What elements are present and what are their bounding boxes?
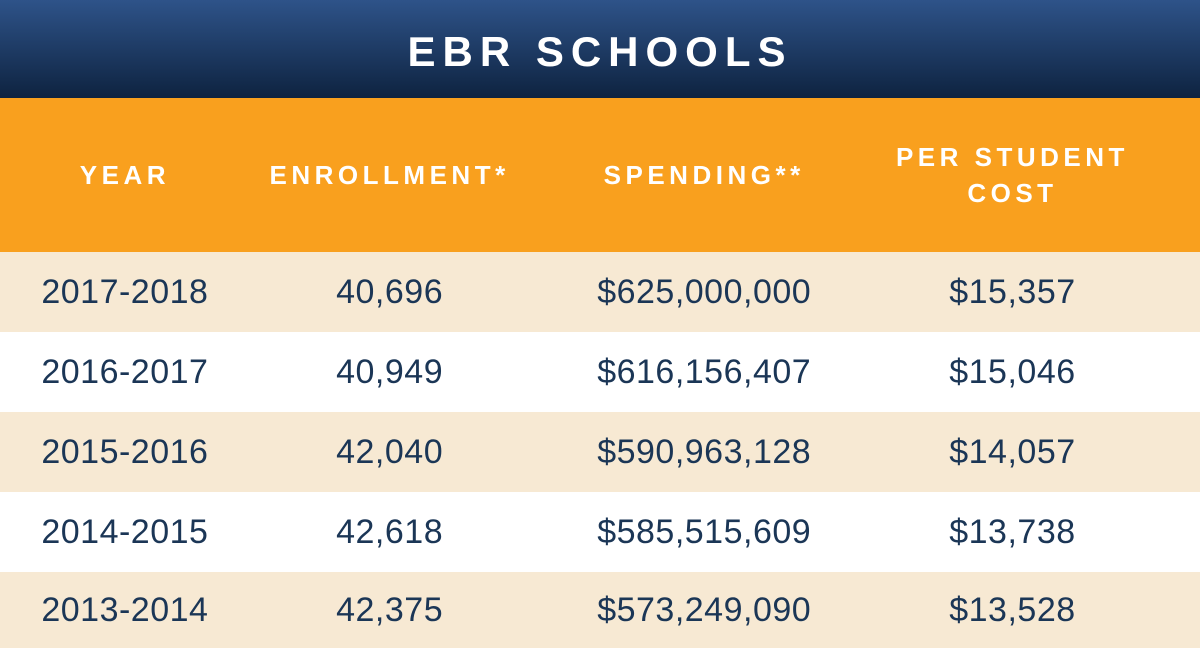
cell-year: 2017-2018 [41,272,209,311]
cell-spending: $616,156,407 [597,352,812,391]
table-row: 2014-2015 42,618 $585,515,609 $13,738 [0,492,1200,572]
cell-year: 2015-2016 [41,432,209,471]
cell-per-student-cost: $14,057 [949,432,1076,471]
cell-spending: $625,000,000 [597,272,812,311]
cell-per-student-cost: $15,357 [949,272,1076,311]
page-title: EBR SCHOOLS [407,28,793,75]
cell-year: 2013-2014 [41,590,209,629]
table-row: 2016-2017 40,949 $616,156,407 $15,046 [0,332,1200,412]
table-row: 2015-2016 42,040 $590,963,128 $14,057 [0,412,1200,492]
cell-enrollment: 40,949 [336,352,444,391]
cell-per-student-cost: $13,738 [949,512,1076,551]
column-header-spending: SPENDING** [603,159,805,190]
cell-spending: $585,515,609 [597,512,812,551]
column-header-enrollment: ENROLLMENT* [269,159,510,190]
table-row: 2017-2018 40,696 $625,000,000 $15,357 [0,252,1200,332]
table-header-row: YEAR ENROLLMENT* SPENDING** PER STUDENT … [0,98,1200,252]
cell-enrollment: 42,040 [336,432,444,471]
column-header-year: YEAR [79,159,171,190]
column-header-per-student-cost: PER STUDENT COST [895,141,1129,208]
cell-spending: $573,249,090 [597,590,812,629]
cell-enrollment: 40,696 [336,272,444,311]
cell-year: 2016-2017 [41,352,209,391]
cell-per-student-cost: $13,528 [949,590,1076,629]
cell-enrollment: 42,618 [336,512,444,551]
cell-per-student-cost: $15,046 [949,352,1076,391]
title-bar: EBR SCHOOLS [0,0,1200,98]
cell-spending: $590,963,128 [597,432,812,471]
cell-year: 2014-2015 [41,512,209,551]
table-row: 2013-2014 42,375 $573,249,090 $13,528 [0,572,1200,648]
cell-enrollment: 42,375 [336,590,444,629]
